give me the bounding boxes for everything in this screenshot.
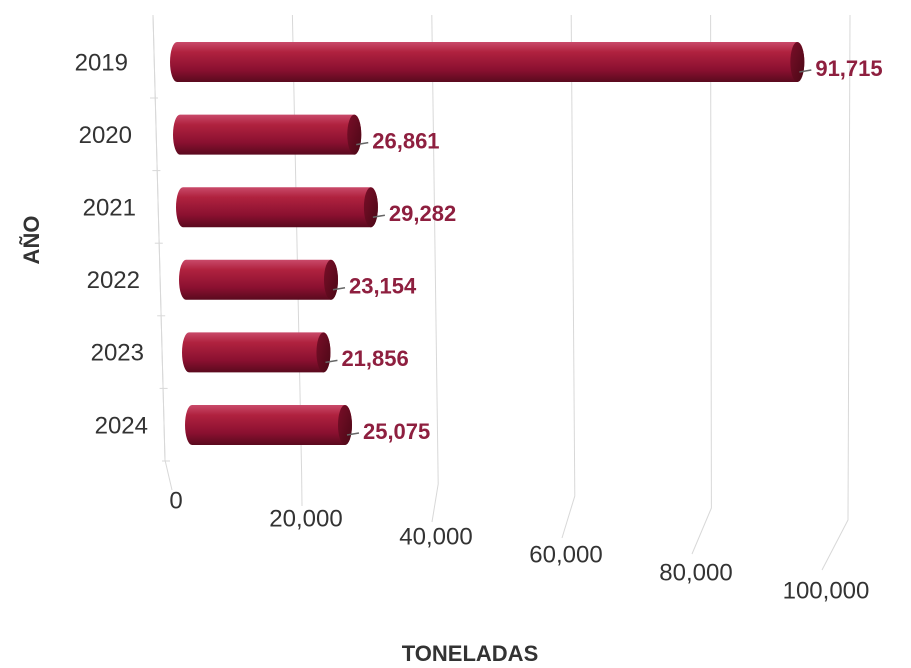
grid-line	[561, 14, 576, 539]
grid-line	[691, 14, 712, 555]
x-tick-label: 0	[169, 487, 182, 514]
bar	[179, 259, 338, 300]
leader-line	[346, 432, 360, 436]
bar-cap	[323, 259, 338, 300]
y-axis-line	[152, 14, 166, 461]
data-label: 91,715	[815, 56, 882, 81]
bar	[176, 187, 378, 228]
x-tick-label: 40,000	[399, 523, 472, 550]
bar	[170, 42, 805, 82]
data-label: 23,154	[349, 274, 417, 299]
grid-line	[291, 14, 303, 507]
leader-line	[356, 141, 369, 146]
bar	[172, 114, 362, 155]
data-label: 21,856	[341, 346, 408, 371]
y-tick-label: 2019	[75, 49, 128, 76]
bar	[182, 332, 331, 373]
x-axis-label: TONELADAS	[402, 641, 539, 666]
x-tick-label: 80,000	[659, 559, 732, 586]
y-axis-label: AÑO	[19, 216, 44, 265]
bar-cap	[337, 405, 352, 445]
grid-line	[431, 14, 439, 523]
y-tick-label: 2021	[83, 195, 136, 222]
data-label: 25,075	[363, 419, 430, 444]
y-tick-label: 2020	[79, 122, 132, 149]
y-tick-label: 2024	[95, 412, 148, 439]
y-tick-label: 2023	[91, 340, 144, 367]
bar-cap	[363, 187, 378, 228]
data-label: 29,282	[389, 201, 456, 226]
grid-line	[152, 14, 173, 491]
y-tick-label: 2022	[87, 267, 140, 294]
leader-line	[372, 214, 386, 218]
x-tick-label: 20,000	[269, 505, 342, 532]
x-tick-label: 60,000	[529, 541, 602, 568]
x-tick-label: 100,000	[783, 577, 870, 604]
leader-line	[332, 287, 346, 291]
data-label: 26,861	[372, 128, 439, 153]
leader-line	[799, 69, 812, 73]
leader-line	[325, 359, 338, 364]
bar-cap	[347, 114, 362, 155]
bar	[185, 405, 352, 445]
bar-cap	[790, 42, 805, 82]
bar-cap	[316, 332, 331, 373]
grid-line	[821, 14, 851, 571]
